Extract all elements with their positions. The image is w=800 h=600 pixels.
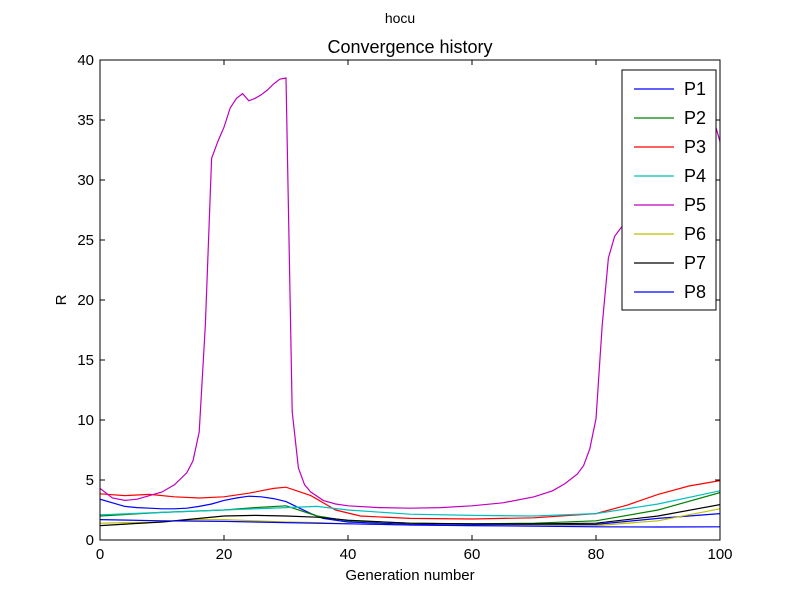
legend-box [621, 69, 717, 311]
y-tick-label: 30 [77, 172, 94, 189]
y-tick-label: 10 [77, 412, 94, 429]
chart-suptitle: hocu [385, 10, 415, 26]
x-axis-label: Generation number [345, 567, 474, 584]
legend-label-p6: P6 [684, 224, 706, 244]
chart-title: Convergence history [327, 37, 492, 57]
legend-label-p5: P5 [684, 195, 706, 215]
y-tick-label: 15 [77, 352, 94, 369]
legend-label-p4: P4 [684, 166, 706, 186]
y-tick-label: 20 [77, 292, 94, 309]
x-tick-label: 40 [340, 546, 357, 563]
x-tick-label: 20 [216, 546, 233, 563]
series-group [100, 77, 720, 528]
series-line-p7 [100, 504, 720, 527]
series-line-p4 [100, 490, 720, 517]
legend-label-p1: P1 [684, 79, 706, 99]
y-tick-label: 40 [77, 52, 94, 69]
y-tick-label: 5 [86, 472, 94, 489]
y-tick-label: 35 [77, 112, 94, 129]
x-tick-label: 80 [588, 546, 605, 563]
legend-label-p3: P3 [684, 137, 706, 157]
legend-label-p8: P8 [684, 282, 706, 302]
x-tick-label: 60 [464, 546, 481, 563]
y-tick-label: 0 [86, 532, 94, 549]
legend-label-p7: P7 [684, 253, 706, 273]
series-line-p3 [100, 480, 720, 520]
y-tick-label: 25 [77, 232, 94, 249]
plot-area: 0 20 40 60 80 100 0 5 10 15 20 25 30 35 40 P1 P2 P3 P4 P5 P6… [77, 52, 732, 563]
legend-label-p2: P2 [684, 108, 706, 128]
x-tick-label: 100 [707, 546, 732, 563]
x-tick-label: 0 [96, 546, 104, 563]
series-line-p8 [100, 519, 720, 528]
y-axis-label: R [53, 294, 70, 305]
